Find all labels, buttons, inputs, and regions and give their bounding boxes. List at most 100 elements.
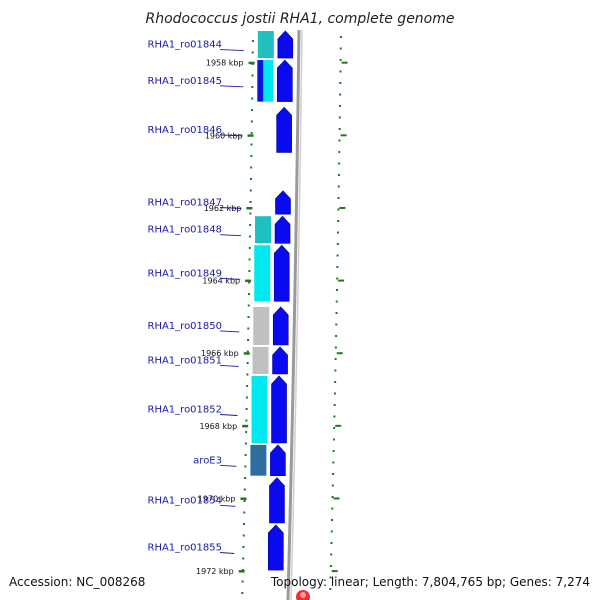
- outer-tick: [338, 151, 341, 153]
- gene-arrow-RHA1_ro01854[interactable]: [269, 477, 285, 524]
- outer-tick: [337, 220, 340, 222]
- outer-tick: [335, 335, 338, 337]
- inner-tick: [244, 477, 247, 479]
- gene-leader-RHA1_ro01852: [219, 414, 238, 416]
- outer-tick: [336, 243, 339, 245]
- outer-tick: [334, 381, 337, 383]
- inner-tick: [249, 212, 252, 215]
- inner-tick: [244, 465, 247, 468]
- kbp-label-1966: 1966 kbp: [201, 349, 239, 358]
- inner-tick: [242, 557, 245, 560]
- outer-tick: [336, 254, 339, 257]
- outer-tick: [332, 450, 335, 452]
- inner-tick: [246, 362, 249, 364]
- kbp-tick-outer-1962: [339, 206, 346, 209]
- inner-tick: [245, 431, 248, 433]
- inner-tick: [247, 316, 250, 318]
- gene-arrow-RHA1_ro01850[interactable]: [272, 306, 289, 346]
- gene-arrow-RHA1_ro01844[interactable]: [277, 30, 294, 59]
- kbp-tick-1962: [246, 206, 253, 210]
- outer-tick: [337, 174, 340, 176]
- outer-tick: [329, 565, 332, 567]
- cog-color-track: [250, 31, 274, 476]
- inner-tick: [249, 224, 252, 226]
- cog-block-RHA1_ro01852: [251, 376, 268, 443]
- gene-arrow-RHA1_ro01846[interactable]: [276, 106, 292, 153]
- cog-block-RHA1_ro01845-b: [263, 60, 274, 102]
- gene-label-RHA1_ro01846: RHA1_ro01846: [148, 125, 223, 136]
- inner-tick: [242, 546, 245, 548]
- gene-arrow-RHA1_ro01855[interactable]: [268, 524, 284, 571]
- gene-label-RHA1_ro01847: RHA1_ro01847: [148, 198, 223, 209]
- gene-label-RHA1_ro01845: RHA1_ro01845: [148, 76, 223, 87]
- inner-tick: [243, 500, 246, 502]
- outer-tick: [338, 139, 341, 142]
- inner-tick: [251, 97, 254, 100]
- kbp-tick-1970: [240, 497, 247, 500]
- outer-tick: [333, 427, 336, 429]
- gene-leader-RHA1_ro01845: [219, 85, 244, 88]
- inner-tick: [246, 373, 249, 376]
- inner-tick: [248, 247, 251, 249]
- cog-block-RHA1_ro01845: [257, 60, 264, 102]
- gene-label-RHA1_ro01848: RHA1_ro01848: [148, 225, 223, 236]
- inner-tick: [245, 419, 248, 422]
- position-marker[interactable]: [296, 590, 310, 600]
- inner-tick: [248, 258, 251, 261]
- gene-arrow-aroE3[interactable]: [270, 444, 286, 476]
- genome-summary-text: Topology: linear; Length: 7,804,765 bp; …: [270, 575, 590, 589]
- outer-tick: [336, 266, 339, 268]
- inner-tick: [250, 132, 253, 134]
- inner-tick: [241, 592, 244, 594]
- gene-label-RHA1_ro01854: RHA1_ro01854: [148, 495, 223, 506]
- inner-tick: [243, 511, 246, 514]
- kbp-label-1968: 1968 kbp: [199, 422, 237, 431]
- outer-tick: [336, 277, 339, 280]
- outer-tick: [331, 496, 334, 498]
- inner-tick: [242, 534, 245, 537]
- outer-tick: [333, 404, 336, 406]
- outer-tick: [330, 553, 333, 556]
- cog-block-RHA1_ro01848: [255, 216, 272, 244]
- gene-label-RHA1_ro01852: RHA1_ro01852: [148, 405, 223, 416]
- outer-tick: [334, 369, 337, 372]
- inner-tick: [248, 270, 251, 272]
- outer-tick: [335, 323, 338, 326]
- gene-leader-RHA1_ro01849: [219, 277, 241, 280]
- inner-tick: [247, 327, 250, 330]
- inner-tick: [247, 293, 250, 295]
- gene-arrow-RHA1_ro01847[interactable]: [275, 190, 291, 215]
- inner-tick: [241, 569, 244, 571]
- kbp-tick-1972: [238, 570, 245, 573]
- gene-label-RHA1_ro01855: RHA1_ro01855: [148, 543, 223, 554]
- cog-block-RHA1_ro01844: [257, 31, 274, 59]
- kbp-tick-outer-1960: [340, 134, 347, 137]
- outer-tick: [331, 507, 334, 510]
- outer-tick: [339, 93, 342, 96]
- gene-track[interactable]: [268, 30, 294, 571]
- kbp-tick-outer-1958: [341, 61, 348, 64]
- kbp-label-1964: 1964 kbp: [202, 277, 240, 286]
- inner-tick: [251, 40, 254, 42]
- gene-arrow-RHA1_ro01845[interactable]: [277, 59, 293, 102]
- map-title: Rhodococcus jostii RHA1, complete genome: [145, 11, 454, 27]
- gene-leader-RHA1_ro01848: [219, 234, 242, 237]
- outer-tick: [336, 231, 339, 234]
- gene-leader-RHA1_ro01850: [219, 330, 240, 333]
- outer-tick: [339, 59, 342, 61]
- inner-tick: [250, 143, 253, 146]
- kbp-label-1972: 1972 kbp: [196, 567, 234, 576]
- gene-arrow-RHA1_ro01848[interactable]: [274, 215, 291, 244]
- gene-leader-RHA1_ro01851: [219, 365, 239, 367]
- outer-tick: [334, 358, 337, 360]
- gene-arrow-RHA1_ro01849[interactable]: [273, 244, 290, 302]
- inner-tick: [247, 304, 250, 307]
- gene-arrow-RHA1_ro01852[interactable]: [271, 375, 287, 444]
- kbp-tick-outer-1968: [335, 424, 342, 427]
- gene-arrow-RHA1_ro01851[interactable]: [272, 346, 288, 375]
- gene-leader-aroE3: [219, 464, 237, 467]
- inner-tick: [251, 86, 254, 88]
- inner-tick: [241, 580, 244, 583]
- outer-tick: [335, 312, 338, 314]
